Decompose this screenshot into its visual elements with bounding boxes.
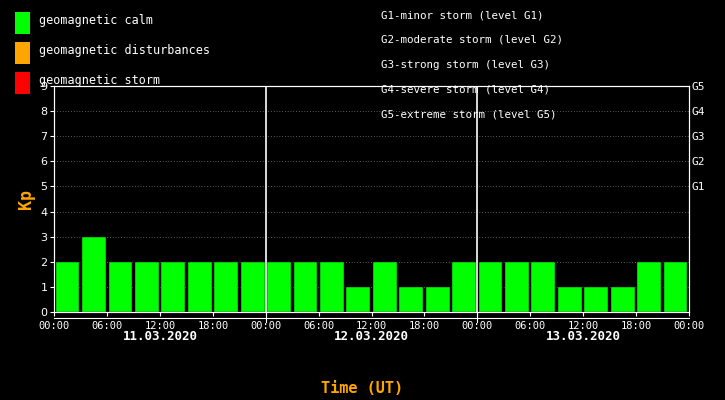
Bar: [135, 262, 159, 312]
Bar: [478, 262, 502, 312]
Text: G3-strong storm (level G3): G3-strong storm (level G3): [381, 60, 550, 70]
Bar: [531, 262, 555, 312]
Bar: [452, 262, 476, 312]
Text: G1-minor storm (level G1): G1-minor storm (level G1): [381, 10, 543, 20]
Bar: [399, 287, 423, 312]
Bar: [610, 287, 634, 312]
Bar: [82, 237, 106, 312]
Text: Time (UT): Time (UT): [321, 381, 404, 396]
Bar: [56, 262, 80, 312]
Bar: [188, 262, 212, 312]
Text: 13.03.2020: 13.03.2020: [545, 330, 621, 343]
Bar: [162, 262, 185, 312]
Bar: [109, 262, 133, 312]
Bar: [584, 287, 608, 312]
Bar: [294, 262, 318, 312]
Text: G4-severe storm (level G4): G4-severe storm (level G4): [381, 84, 550, 94]
Text: G5-extreme storm (level G5): G5-extreme storm (level G5): [381, 109, 556, 119]
Bar: [637, 262, 661, 312]
Bar: [320, 262, 344, 312]
Text: 11.03.2020: 11.03.2020: [123, 330, 198, 343]
Bar: [347, 287, 370, 312]
Bar: [426, 287, 450, 312]
Text: geomagnetic storm: geomagnetic storm: [39, 74, 160, 87]
Bar: [505, 262, 529, 312]
Y-axis label: Kp: Kp: [17, 189, 35, 209]
Text: geomagnetic disturbances: geomagnetic disturbances: [39, 44, 210, 57]
Bar: [267, 262, 291, 312]
Bar: [663, 262, 687, 312]
Bar: [241, 262, 265, 312]
Bar: [373, 262, 397, 312]
Text: geomagnetic calm: geomagnetic calm: [39, 14, 153, 27]
Bar: [215, 262, 238, 312]
Text: G2-moderate storm (level G2): G2-moderate storm (level G2): [381, 35, 563, 45]
Bar: [558, 287, 581, 312]
Text: 12.03.2020: 12.03.2020: [334, 330, 409, 343]
